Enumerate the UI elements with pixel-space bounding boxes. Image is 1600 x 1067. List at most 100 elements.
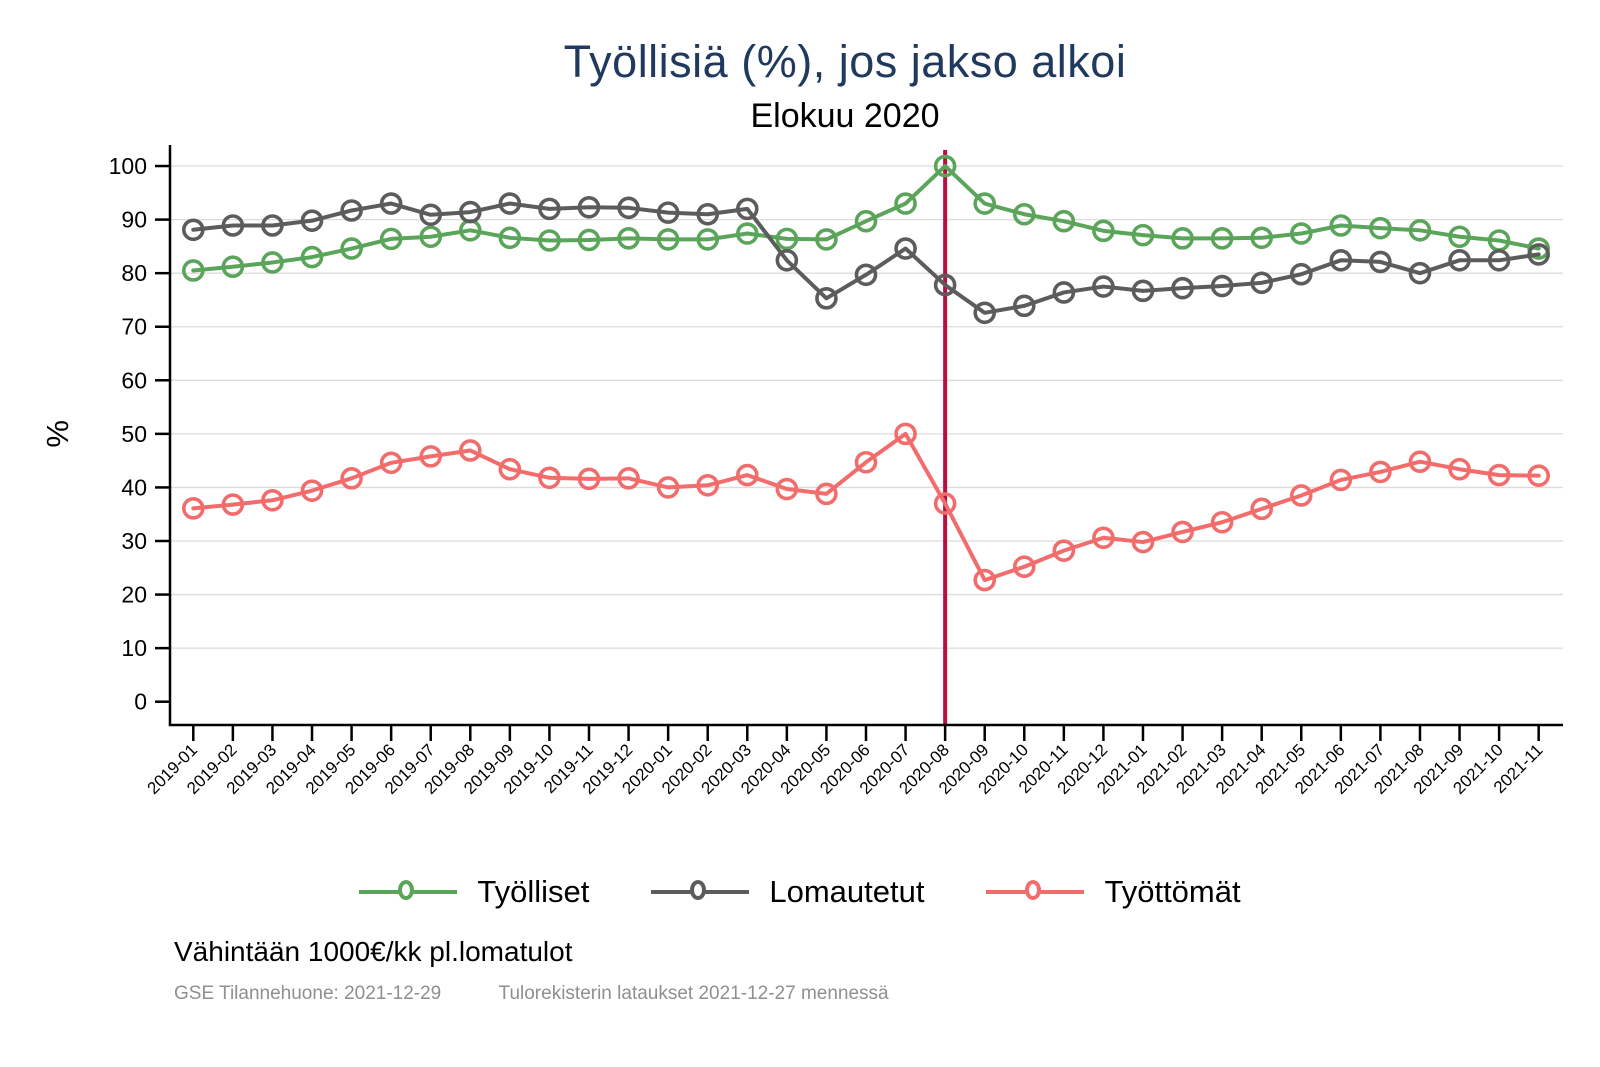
y-axis-title: % — [40, 420, 75, 448]
data-point-marker — [419, 225, 443, 249]
data-point-marker — [1448, 225, 1471, 249]
data-point-marker — [1250, 497, 1273, 521]
legend-circle-icon — [1025, 880, 1042, 900]
data-point-marker — [1527, 464, 1550, 487]
data-point-marker — [617, 227, 640, 250]
legend-item-tyolliset: Työlliset — [359, 874, 589, 910]
data-point-marker — [419, 203, 443, 227]
data-point-marker — [1408, 450, 1432, 474]
series-line-työttömät — [191, 431, 1541, 583]
data-point-marker — [498, 226, 522, 250]
data-point-marker — [696, 473, 720, 497]
data-point-marker — [854, 209, 878, 233]
data-point-marker — [894, 237, 917, 260]
footer-source-right: Tulorekisterin lataukset 2021-12-27 menn… — [498, 983, 889, 1004]
chart-legend: Työlliset Lomautetut Työttömät — [0, 874, 1600, 910]
chart-subtitle: Elokuu 2020 — [750, 97, 940, 135]
data-point-marker — [815, 482, 838, 506]
data-point-marker — [221, 255, 245, 279]
data-point-marker — [1369, 460, 1392, 484]
data-point-marker — [696, 202, 720, 226]
legend-item-tyottomat: Työttömät — [986, 874, 1241, 910]
data-point-marker — [419, 445, 443, 468]
data-point-marker — [221, 493, 245, 516]
legend-label-lomautetut: Lomautetut — [769, 874, 925, 909]
data-point-marker — [261, 488, 284, 512]
data-point-marker — [656, 228, 680, 251]
legend-circle-icon — [690, 880, 707, 900]
data-point-marker — [933, 273, 957, 297]
data-point-marker — [458, 200, 482, 224]
data-point-marker — [182, 218, 205, 242]
y-tick-label: 70 — [121, 314, 147, 340]
data-point-marker — [696, 228, 720, 251]
y-tick-label: 0 — [134, 689, 147, 715]
data-point-marker — [1250, 226, 1273, 250]
data-point-marker — [1329, 468, 1353, 492]
data-point-marker — [775, 477, 799, 501]
data-point-marker — [1369, 216, 1392, 240]
data-point-marker — [379, 227, 403, 251]
y-tick-label: 30 — [121, 528, 147, 554]
data-point-marker — [221, 214, 245, 237]
data-point-marker — [1131, 223, 1155, 247]
legend-item-lomautetut: Lomautetut — [651, 874, 924, 910]
data-point-marker — [498, 457, 522, 481]
data-point-marker — [538, 466, 561, 490]
data-point-marker — [973, 301, 997, 325]
data-point-marker — [379, 192, 403, 215]
legend-marker-tyottomat — [986, 879, 1085, 905]
data-point-marker — [775, 227, 799, 251]
y-tick-label: 10 — [121, 635, 147, 661]
footer-source: GSE Tilannehuone: 2021-12-29 Tulorekiste… — [174, 983, 889, 1005]
data-point-marker — [1487, 249, 1511, 272]
data-point-marker — [1092, 526, 1115, 550]
data-point-marker — [538, 229, 561, 252]
data-point-marker — [538, 197, 561, 221]
y-tick-label: 20 — [121, 582, 147, 608]
data-point-marker — [1289, 222, 1313, 245]
data-point-marker — [735, 222, 759, 245]
data-point-marker — [1171, 227, 1194, 250]
data-point-marker — [1487, 463, 1511, 487]
y-tick-label: 60 — [121, 367, 147, 393]
data-point-marker — [379, 451, 403, 475]
data-point-marker — [1012, 294, 1036, 318]
legend-label-tyottomat: Työttömät — [1104, 874, 1241, 909]
data-point-marker — [854, 263, 878, 287]
data-point-marker — [1052, 209, 1076, 233]
data-point-marker — [656, 476, 680, 499]
data-point-marker — [261, 214, 284, 237]
legend-label-tyolliset: Työlliset — [477, 874, 590, 909]
data-point-marker — [1250, 271, 1273, 295]
footer-source-left: GSE Tilannehuone: 2021-12-29 — [174, 983, 442, 1004]
data-point-marker — [775, 249, 799, 272]
data-point-marker — [498, 192, 522, 215]
y-tick-label: 40 — [121, 474, 147, 500]
data-point-marker — [933, 492, 957, 515]
data-point-marker — [973, 568, 997, 592]
data-point-marker — [261, 251, 284, 274]
data-point-marker — [1092, 219, 1115, 243]
data-point-marker — [1210, 274, 1234, 298]
gridlines — [170, 165, 1563, 649]
series-markers-työlliset — [182, 154, 1550, 282]
data-point-marker — [815, 228, 838, 251]
data-point-marker — [1052, 539, 1076, 562]
data-point-marker — [1131, 530, 1155, 554]
legend-marker-lomautetut — [651, 879, 750, 905]
data-point-marker — [1052, 281, 1076, 304]
data-point-marker — [340, 237, 363, 260]
y-tick-label: 80 — [121, 260, 147, 286]
legend-marker-tyolliset — [359, 879, 458, 905]
series-line-lomautetut — [191, 201, 1541, 315]
data-point-marker — [1012, 555, 1036, 579]
data-point-marker — [1210, 227, 1234, 250]
chart-title: Työllisiä (%), jos jakso alkoi — [563, 36, 1127, 87]
data-point-marker — [617, 467, 640, 490]
data-point-marker — [933, 154, 957, 178]
data-point-marker — [1012, 202, 1036, 226]
data-point-marker — [182, 497, 205, 520]
